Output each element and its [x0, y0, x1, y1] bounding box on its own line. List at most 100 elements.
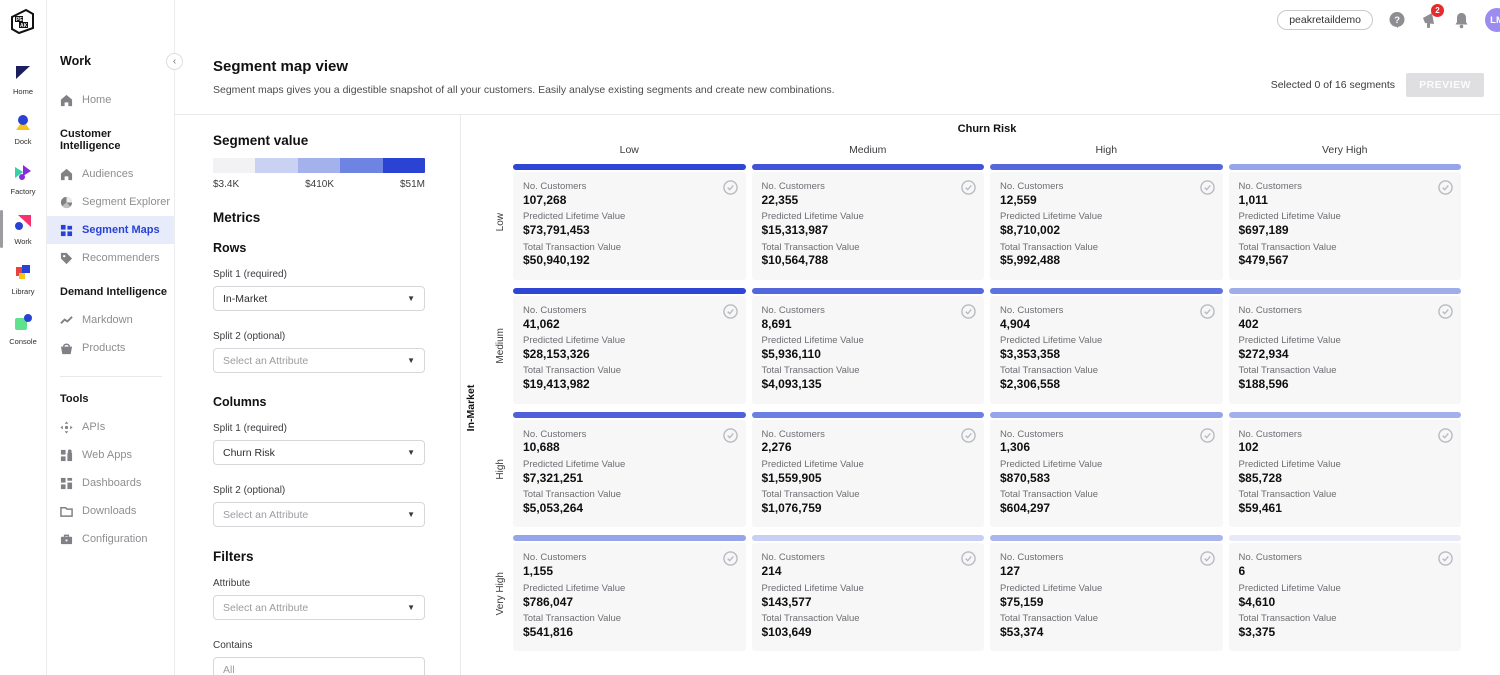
select-check-icon[interactable]	[722, 304, 738, 319]
customers-label: No. Customers	[761, 304, 825, 316]
plv-label: Predicted Lifetime Value	[761, 211, 864, 223]
select-check-icon[interactable]	[1199, 551, 1215, 567]
plv-value: $272,934	[1238, 346, 1289, 361]
filter-contains-label: Contains	[213, 640, 253, 651]
select-check-icon[interactable]	[1438, 551, 1453, 567]
plv-value: $870,583	[1000, 470, 1051, 485]
rail-item-home[interactable]: Home	[0, 54, 46, 104]
segment-card[interactable]: No. Customers 12,559 Predicted Lifetime …	[990, 164, 1223, 280]
select-check-icon[interactable]	[722, 427, 738, 443]
bell-icon	[1455, 13, 1468, 29]
rows-split1-select[interactable]: In-Market ▼	[213, 286, 425, 311]
notifications-button[interactable]	[1453, 11, 1470, 29]
customers-value: 102	[1238, 440, 1259, 455]
sidebar-item-markdown[interactable]: Markdown	[47, 306, 174, 334]
announcements-button[interactable]: 2	[1421, 4, 1444, 29]
columns-split1-select[interactable]: Churn Risk ▼	[213, 440, 425, 465]
customers-value: 10,688	[523, 440, 560, 455]
filters-section-title: Filters	[213, 549, 254, 564]
segment-value-bar	[513, 287, 746, 294]
segment-card[interactable]: No. Customers 10,688 Predicted Lifetime …	[513, 411, 746, 528]
sidebar-item-configuration[interactable]: Configuration	[47, 525, 174, 553]
select-check-icon[interactable]	[961, 304, 976, 319]
rail-item-console[interactable]: Console	[0, 304, 46, 354]
sidebar-item-dashboards[interactable]: Dashboards	[47, 469, 174, 497]
sidebar-item-apis[interactable]: APIs	[47, 413, 174, 441]
customers-value: 4,904	[1000, 316, 1031, 331]
segment-card[interactable]: No. Customers 6 Predicted Lifetime Value…	[1228, 535, 1461, 652]
sidebar-item-web-apps[interactable]: Web Apps	[47, 441, 174, 469]
sidebar-item-label: Dashboards	[82, 477, 142, 489]
select-check-icon[interactable]	[1438, 427, 1453, 443]
select-check-icon[interactable]	[961, 551, 976, 567]
sidebar-item-recommenders[interactable]: Recommenders	[47, 244, 174, 272]
customers-label: No. Customers	[523, 552, 587, 564]
filter-contains-input[interactable]	[213, 657, 425, 675]
columns-split2-select[interactable]: Select an Attribute ▼	[213, 502, 425, 527]
segment-card[interactable]: No. Customers 102 Predicted Lifetime Val…	[1228, 411, 1461, 528]
select-check-icon[interactable]	[961, 427, 976, 443]
megaphone-icon	[1423, 13, 1434, 28]
sidebar-title: Work	[60, 54, 92, 68]
select-check-icon[interactable]	[722, 551, 738, 567]
segment-card[interactable]: No. Customers 127 Predicted Lifetime Val…	[990, 535, 1223, 652]
segment-card[interactable]: No. Customers 4,904 Predicted Lifetime V…	[990, 287, 1223, 404]
segment-card[interactable]: No. Customers 22,355 Predicted Lifetime …	[751, 164, 984, 280]
column-label: High	[1095, 144, 1118, 156]
sidebar-item-segment-explorer[interactable]: Segment Explorer	[47, 188, 174, 216]
ttv-value: $5,992,488	[1000, 253, 1061, 268]
peak-logo[interactable]: PE AK	[9, 8, 46, 40]
sidebar-item-segment-maps[interactable]: Segment Maps	[47, 216, 174, 244]
sidebar-item-products[interactable]: Products	[47, 334, 174, 362]
segment-card[interactable]: No. Customers 1,011 Predicted Lifetime V…	[1228, 164, 1461, 280]
plv-label: Predicted Lifetime Value	[1000, 458, 1103, 470]
rail-item-work[interactable]: Work	[0, 204, 46, 254]
sidebar-collapse-button[interactable]: ‹	[166, 53, 183, 70]
segment-card[interactable]: No. Customers 1,155 Predicted Lifetime V…	[513, 535, 746, 652]
customers-value: 1,155	[523, 564, 554, 579]
select-check-icon[interactable]	[961, 180, 976, 195]
ttv-label: Total Transaction Value	[1000, 241, 1099, 253]
ttv-value: $479,567	[1238, 253, 1289, 268]
filter-attribute-select[interactable]: Select an Attribute ▼	[213, 595, 425, 620]
help-button[interactable]: ?	[1388, 11, 1406, 29]
segment-card[interactable]: No. Customers 8,691 Predicted Lifetime V…	[751, 287, 984, 404]
sidebar-item-audiences[interactable]: Audiences	[47, 160, 174, 188]
select-check-icon[interactable]	[1199, 427, 1215, 443]
select-check-icon[interactable]	[1438, 180, 1453, 195]
row-group-label: In-Market	[465, 384, 477, 431]
select-check-icon[interactable]	[722, 180, 738, 195]
rail-item-dock[interactable]: Dock	[0, 104, 46, 154]
segment-card[interactable]: No. Customers 2,276 Predicted Lifetime V…	[751, 411, 984, 528]
ttv-label: Total Transaction Value	[761, 365, 860, 377]
segment-card[interactable]: No. Customers 1,306 Predicted Lifetime V…	[990, 411, 1223, 528]
sidebar-item-downloads[interactable]: Downloads	[47, 497, 174, 525]
select-check-icon[interactable]	[1438, 304, 1453, 319]
plv-label: Predicted Lifetime Value	[1000, 335, 1103, 347]
column-label: Very High	[1321, 144, 1368, 156]
sidebar-item-label: Recommenders	[82, 252, 160, 264]
select-check-icon[interactable]	[1199, 180, 1215, 195]
segment-card[interactable]: No. Customers 214 Predicted Lifetime Val…	[751, 535, 984, 652]
plv-label: Predicted Lifetime Value	[761, 458, 864, 470]
rail-item-factory[interactable]: Factory	[0, 154, 46, 204]
segment-card[interactable]: No. Customers 107,268 Predicted Lifetime…	[513, 164, 746, 280]
user-avatar[interactable]: LM	[1485, 8, 1500, 32]
segment-card[interactable]: No. Customers 41,062 Predicted Lifetime …	[513, 287, 746, 404]
rail-item-library[interactable]: Library	[0, 254, 46, 304]
sidebar-item-home[interactable]: Home	[47, 86, 174, 114]
grid-row: Medium No. Customers 41,062 Predicted Li…	[487, 287, 1461, 404]
select-check-icon[interactable]	[1199, 304, 1215, 319]
workspace-pill[interactable]: peakretaildemo	[1277, 10, 1373, 30]
grid-row: Low No. Customers 107,268 Predicted Life…	[487, 164, 1461, 280]
segment-card[interactable]: No. Customers 402 Predicted Lifetime Val…	[1228, 287, 1461, 404]
ttv-label: Total Transaction Value	[761, 241, 860, 253]
sidebar-item-label: Segment Explorer	[82, 196, 171, 208]
library-app-icon	[16, 265, 30, 279]
rows-split2-select[interactable]: Select an Attribute ▼	[213, 348, 425, 373]
tag-icon	[60, 252, 73, 264]
preview-button[interactable]: PREVIEW	[1406, 73, 1484, 97]
plv-label: Predicted Lifetime Value	[761, 582, 864, 594]
plv-value: $28,153,326	[523, 346, 590, 361]
ttv-label: Total Transaction Value	[1238, 365, 1337, 377]
